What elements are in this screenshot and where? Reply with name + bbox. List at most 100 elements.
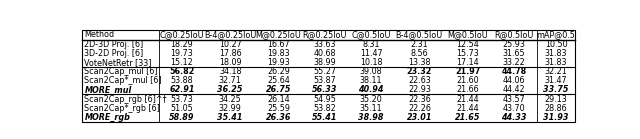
Text: 53.88: 53.88 [171, 76, 193, 85]
Text: 25.64: 25.64 [267, 76, 290, 85]
Text: 19.83: 19.83 [267, 49, 290, 58]
Text: 15.12: 15.12 [171, 58, 193, 67]
Text: 19.93: 19.93 [267, 58, 290, 67]
Text: 21.44: 21.44 [456, 95, 479, 104]
Text: 26.14: 26.14 [267, 95, 290, 104]
Text: 22.36: 22.36 [408, 95, 431, 104]
Text: 62.91: 62.91 [169, 85, 195, 95]
Text: 32.21: 32.21 [545, 67, 568, 76]
Text: 39.08: 39.08 [360, 67, 383, 76]
Text: 8.56: 8.56 [410, 49, 428, 58]
Text: 53.82: 53.82 [314, 104, 336, 113]
Text: 51.05: 51.05 [171, 104, 193, 113]
Text: 17.86: 17.86 [219, 49, 241, 58]
Text: M@0.5IoU: M@0.5IoU [447, 30, 488, 39]
Text: R@0.25IoU: R@0.25IoU [303, 30, 347, 39]
Text: 44.06: 44.06 [502, 76, 525, 85]
Text: 58.89: 58.89 [169, 113, 195, 122]
Text: 56.33: 56.33 [312, 85, 337, 95]
Text: 26.29: 26.29 [267, 67, 290, 76]
Text: 17.14: 17.14 [456, 58, 479, 67]
Text: 22.93: 22.93 [408, 85, 431, 95]
Text: 28.86: 28.86 [545, 104, 567, 113]
Text: 44.78: 44.78 [501, 67, 527, 76]
Text: 32.71: 32.71 [219, 76, 242, 85]
Text: 2.31: 2.31 [410, 40, 428, 49]
Text: 35.11: 35.11 [360, 104, 383, 113]
Text: 38.99: 38.99 [314, 58, 336, 67]
Text: 43.57: 43.57 [502, 95, 525, 104]
Text: M@0.25IoU: M@0.25IoU [255, 30, 301, 39]
Text: 54.95: 54.95 [314, 95, 336, 104]
Text: 21.65: 21.65 [455, 113, 481, 122]
Text: 22.26: 22.26 [408, 104, 431, 113]
Text: 44.42: 44.42 [502, 85, 525, 95]
Text: 10.27: 10.27 [219, 40, 242, 49]
Text: MORE_rgb: MORE_rgb [84, 112, 131, 122]
Text: 53.73: 53.73 [171, 95, 193, 104]
Text: 29.13: 29.13 [545, 95, 568, 104]
Text: B-4@0.25IoU: B-4@0.25IoU [204, 30, 257, 39]
Text: 36.25: 36.25 [218, 85, 243, 95]
Text: 8.31: 8.31 [362, 40, 380, 49]
Text: 11.47: 11.47 [360, 49, 383, 58]
Text: 22.63: 22.63 [408, 76, 431, 85]
Text: 33.22: 33.22 [502, 58, 525, 67]
Text: 19.73: 19.73 [171, 49, 193, 58]
Text: 33.63: 33.63 [314, 40, 336, 49]
Text: 43.70: 43.70 [502, 104, 525, 113]
Text: C@0.25IoU: C@0.25IoU [159, 30, 204, 39]
Text: 3D-2D Proj. [6]: 3D-2D Proj. [6] [84, 49, 144, 58]
Text: 26.36: 26.36 [266, 113, 291, 122]
Text: 34.18: 34.18 [219, 67, 241, 76]
Text: 21.66: 21.66 [456, 85, 479, 95]
Text: 31.65: 31.65 [502, 49, 525, 58]
Text: 56.82: 56.82 [170, 67, 195, 76]
Text: Scan2Cap*_mul [6]: Scan2Cap*_mul [6] [84, 76, 162, 85]
Text: Scan2Cap*_rgb [6]: Scan2Cap*_rgb [6] [84, 104, 161, 113]
Text: mAP@0.5: mAP@0.5 [536, 30, 575, 39]
Text: 55.41: 55.41 [312, 113, 337, 122]
Text: 10.50: 10.50 [545, 40, 567, 49]
Text: 33.75: 33.75 [543, 85, 569, 95]
Text: 25.59: 25.59 [267, 104, 290, 113]
Text: 35.41: 35.41 [218, 113, 243, 122]
Text: 13.38: 13.38 [408, 58, 431, 67]
Text: 40.68: 40.68 [314, 49, 336, 58]
Text: VoteNetRetr [33]: VoteNetRetr [33] [84, 58, 152, 67]
Text: 44.33: 44.33 [501, 113, 527, 122]
Text: 26.75: 26.75 [266, 85, 291, 95]
Text: 25.93: 25.93 [502, 40, 525, 49]
Text: 21.60: 21.60 [456, 76, 479, 85]
Text: 10.18: 10.18 [360, 58, 382, 67]
Text: Scan2Cap_rgb [6]^†: Scan2Cap_rgb [6]^† [84, 95, 167, 104]
Text: 23.01: 23.01 [406, 113, 432, 122]
Text: 31.47: 31.47 [545, 76, 567, 85]
Text: MORE_mul: MORE_mul [84, 85, 132, 95]
Text: 55.27: 55.27 [314, 67, 336, 76]
Text: 38.11: 38.11 [360, 76, 382, 85]
Text: B-4@0.5IoU: B-4@0.5IoU [396, 30, 443, 39]
Text: Scan2Cap_mul [6]: Scan2Cap_mul [6] [84, 67, 158, 76]
Text: C@0.5IoU: C@0.5IoU [351, 30, 391, 39]
Text: 15.73: 15.73 [456, 49, 479, 58]
Text: 31.83: 31.83 [545, 49, 567, 58]
Text: 12.54: 12.54 [456, 40, 479, 49]
Text: 23.32: 23.32 [406, 67, 432, 76]
Text: R@0.5IoU: R@0.5IoU [494, 30, 534, 39]
Text: 38.98: 38.98 [358, 113, 384, 122]
Text: 16.67: 16.67 [267, 40, 290, 49]
Text: 53.87: 53.87 [314, 76, 336, 85]
Text: Method: Method [84, 30, 115, 39]
Bar [83, 29, 575, 122]
Text: 35.20: 35.20 [360, 95, 383, 104]
Text: 21.44: 21.44 [456, 104, 479, 113]
Text: 40.94: 40.94 [358, 85, 384, 95]
Text: 31.93: 31.93 [543, 113, 569, 122]
Text: 18.29: 18.29 [171, 40, 193, 49]
Text: 18.09: 18.09 [219, 58, 241, 67]
Text: 21.97: 21.97 [455, 67, 480, 76]
Text: 31.83: 31.83 [545, 58, 567, 67]
Text: 32.99: 32.99 [219, 104, 242, 113]
Text: 2D-3D Proj. [6]: 2D-3D Proj. [6] [84, 40, 144, 49]
